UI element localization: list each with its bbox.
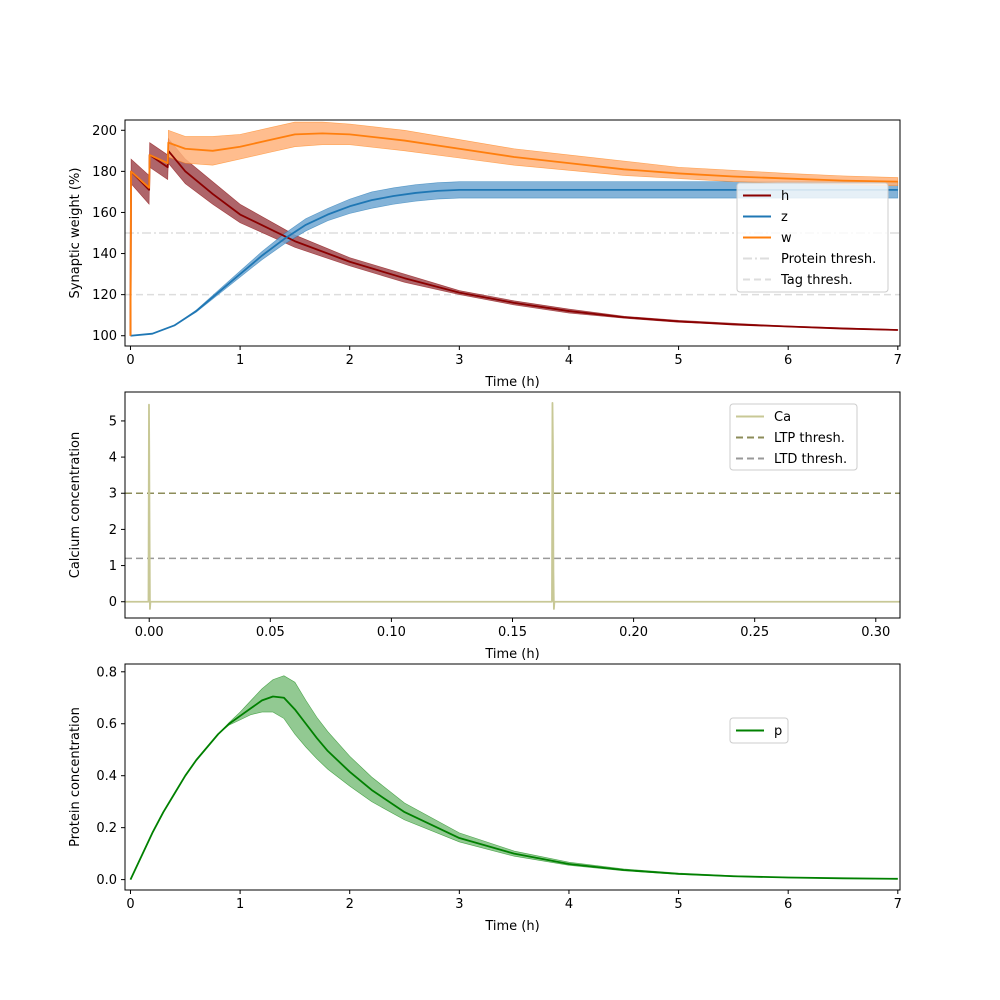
legend: hzw Protein thresh. Tag thresh. xyxy=(736,182,889,293)
legend-label-z: z xyxy=(781,210,788,225)
legend-label-p: p xyxy=(774,724,782,739)
axes-frame xyxy=(124,119,901,347)
x-tick-label: 0.10 xyxy=(377,625,406,640)
legend: Ca LTP thresh. LTD thresh. xyxy=(729,403,858,471)
x-tick-label: 0.05 xyxy=(256,625,285,640)
y-tick-label: 140 xyxy=(92,247,117,262)
y-tick-label: 3 xyxy=(109,487,117,502)
legend-label-Ca: Ca xyxy=(774,410,791,425)
series-line-h xyxy=(129,149,898,336)
axes-frame xyxy=(124,663,901,891)
legend-label-threshold-1: LTD thresh. xyxy=(774,452,847,467)
x-tick-label: 3 xyxy=(455,897,463,912)
x-tick-label: 7 xyxy=(894,353,902,368)
legend-label-threshold-0: Protein thresh. xyxy=(781,252,876,267)
x-axis-label: Time (h) xyxy=(484,919,539,934)
x-tick-label: 0.20 xyxy=(619,625,648,640)
x-tick-label: 5 xyxy=(674,897,682,912)
x-axis-label: Time (h) xyxy=(484,375,539,390)
y-tick-label: 160 xyxy=(92,206,117,221)
legend-label-h: h xyxy=(781,189,789,204)
legend-label-threshold-1: Tag thresh. xyxy=(780,273,853,288)
y-tick-label: 180 xyxy=(92,165,117,180)
x-tick-label: 0 xyxy=(126,353,134,368)
x-tick-label: 2 xyxy=(346,897,354,912)
y-tick-label: 2 xyxy=(109,523,117,538)
legend-box xyxy=(736,182,889,293)
x-tick-label: 0.25 xyxy=(740,625,769,640)
x-tick-label: 4 xyxy=(565,897,573,912)
legend-label-threshold-0: LTP thresh. xyxy=(774,431,845,446)
series-line-Ca xyxy=(125,401,900,610)
y-tick-label: 0.2 xyxy=(96,821,117,836)
calcium-panel: 0.00 0.05 0.10 0.15 0.20 0.25 0.30 0 1 2 3 4 5 Time (… xyxy=(68,391,901,662)
x-tick-label: 6 xyxy=(784,897,792,912)
protein-panel: 0 1 2 3 4 5 6 7 0.0 0.2 0.4 0.6 0.8 Time (h) Protein c… xyxy=(68,663,902,934)
legend-label-w: w xyxy=(781,231,792,246)
x-tick-label: 5 xyxy=(674,353,682,368)
series-line-w xyxy=(129,132,898,336)
plot-area xyxy=(129,675,898,880)
legend: p xyxy=(729,717,789,744)
y-tick-label: 0.0 xyxy=(96,873,117,888)
x-tick-label: 4 xyxy=(565,353,573,368)
series-line-z xyxy=(130,188,898,337)
series-line-p xyxy=(129,695,898,880)
x-tick-label: 2 xyxy=(346,353,354,368)
x-tick-label: 0.00 xyxy=(135,625,164,640)
y-tick-label: 200 xyxy=(92,124,117,139)
y-tick-label: 5 xyxy=(109,414,117,429)
y-tick-label: 0.4 xyxy=(96,769,117,784)
x-tick-label: 0 xyxy=(126,897,134,912)
x-tick-label: 3 xyxy=(455,353,463,368)
plot-area xyxy=(125,401,900,610)
x-tick-label: 1 xyxy=(236,353,244,368)
plot-area xyxy=(125,121,900,337)
series-band-w xyxy=(168,121,899,187)
y-tick-label: 120 xyxy=(92,288,117,303)
y-tick-label: 0.8 xyxy=(96,665,117,680)
x-tick-label: 0.15 xyxy=(498,625,527,640)
y-axis-label: Protein concentration xyxy=(68,707,83,847)
x-tick-label: 0.30 xyxy=(861,625,890,640)
synaptic-weight-panel: 0 1 2 3 4 5 6 7 100 120 140 160 180 200 Time (h) Synapt… xyxy=(68,119,902,390)
y-axis-label: Calcium concentration xyxy=(68,432,83,579)
x-tick-label: 1 xyxy=(236,897,244,912)
y-tick-label: 0.6 xyxy=(96,717,117,732)
x-tick-label: 6 xyxy=(784,353,792,368)
x-tick-label: 7 xyxy=(894,897,902,912)
y-tick-label: 100 xyxy=(92,329,117,344)
x-axis-label: Time (h) xyxy=(484,647,539,662)
y-tick-label: 1 xyxy=(109,559,117,574)
y-axis-label: Synaptic weight (%) xyxy=(68,168,83,299)
legend-box xyxy=(729,403,858,471)
y-tick-label: 0 xyxy=(109,595,117,610)
y-tick-label: 4 xyxy=(109,451,117,466)
